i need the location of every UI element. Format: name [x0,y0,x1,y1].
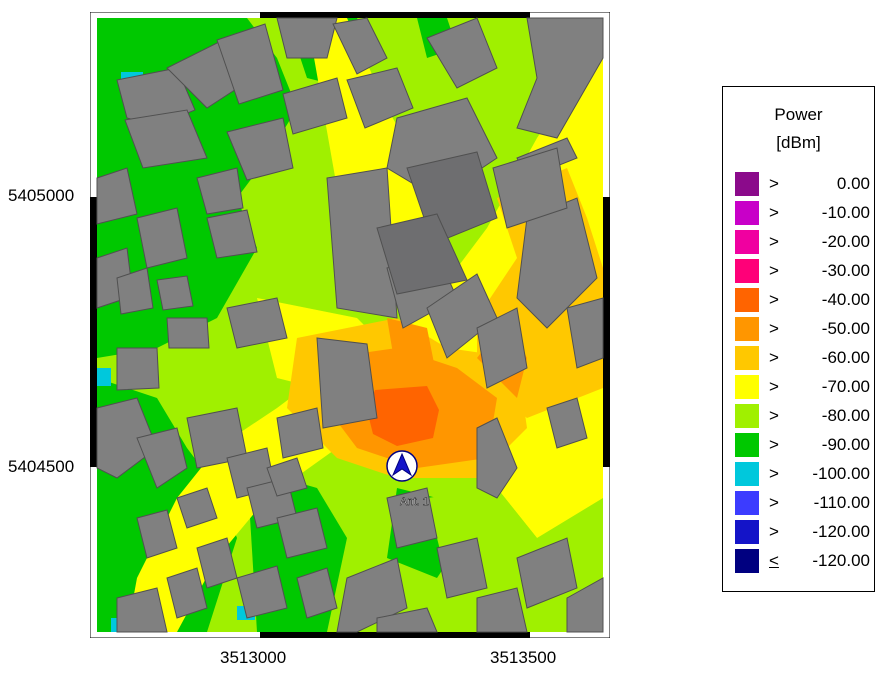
legend-swatch [735,288,759,312]
legend-swatch [735,433,759,457]
antenna-icon[interactable] [386,450,418,482]
legend-value: -30.00 [821,261,870,280]
legend-operator: > [769,464,779,483]
power-legend: Power [dBm] >0.00 > -10.00 > -20.00 > -30.00 > -… [722,86,875,592]
y-axis-label: 5404500 [8,457,75,476]
legend-value: -70.00 [821,377,870,396]
legend-swatch [735,172,759,196]
coverage-map[interactable]: Ant. 1 [90,12,610,638]
legend-swatch [735,375,759,399]
legend-item: >0.00 [735,172,870,196]
legend-swatch [735,346,759,370]
legend-item: > -20.00 [735,230,870,254]
legend-item: > -40.00 [735,288,870,312]
legend-swatch [735,230,759,254]
legend-swatch [735,520,759,544]
legend-value: -10.00 [821,203,870,222]
legend-swatch [735,404,759,428]
legend-item: > -90.00 [735,433,870,457]
legend-operator: > [769,406,779,425]
legend-operator: > [769,232,779,251]
legend-item: > -10.00 [735,201,870,225]
legend-swatch [735,317,759,341]
legend-value: -40.00 [821,290,870,309]
legend-swatch [735,462,759,486]
legend-value: -110.00 [813,493,870,512]
legend-operator: > [769,319,779,338]
legend-item: < -120.00 [735,549,870,573]
legend-item: > -60.00 [735,346,870,370]
antenna-label: Ant. 1 [400,496,429,508]
legend-item: > -110.00 [735,491,870,515]
legend-operator: > [769,435,779,454]
legend-swatch [735,201,759,225]
y-axis-label: 5405000 [8,186,75,205]
legend-operator: > [769,261,779,280]
legend-operator: > [769,493,779,512]
x-axis-label: 3513000 [220,648,287,667]
legend-item: > -30.00 [735,259,870,283]
legend-unit: [dBm] [776,133,821,152]
legend-item: > -80.00 [735,404,870,428]
legend-operator: > [769,522,779,541]
legend-value: 0.00 [836,174,870,193]
legend-value: -50.00 [821,319,870,338]
legend-item: > -120.00 [735,520,870,544]
legend-item: > -70.00 [735,375,870,399]
legend-swatch [735,259,759,283]
legend-swatch [735,549,759,573]
legend-operator: > [769,348,779,367]
legend-operator: < [769,551,779,570]
legend-value: -60.00 [821,348,870,367]
legend-operator: > [769,290,779,309]
legend-value: -90.00 [821,435,870,454]
legend-item: > -100.00 [735,462,870,486]
legend-value: -100.00 [812,464,870,483]
legend-title: Power [774,105,823,124]
legend-value: -20.00 [821,232,870,251]
legend-operator: > [769,174,779,193]
legend-operator: > [769,377,779,396]
legend-value: -120.00 [812,522,870,541]
legend-value: -80.00 [821,406,870,425]
legend-operator: > [769,203,779,222]
legend-swatch [735,491,759,515]
legend-item: > -50.00 [735,317,870,341]
legend-value: -120.00 [812,551,870,570]
x-axis-label: 3513500 [490,648,557,667]
